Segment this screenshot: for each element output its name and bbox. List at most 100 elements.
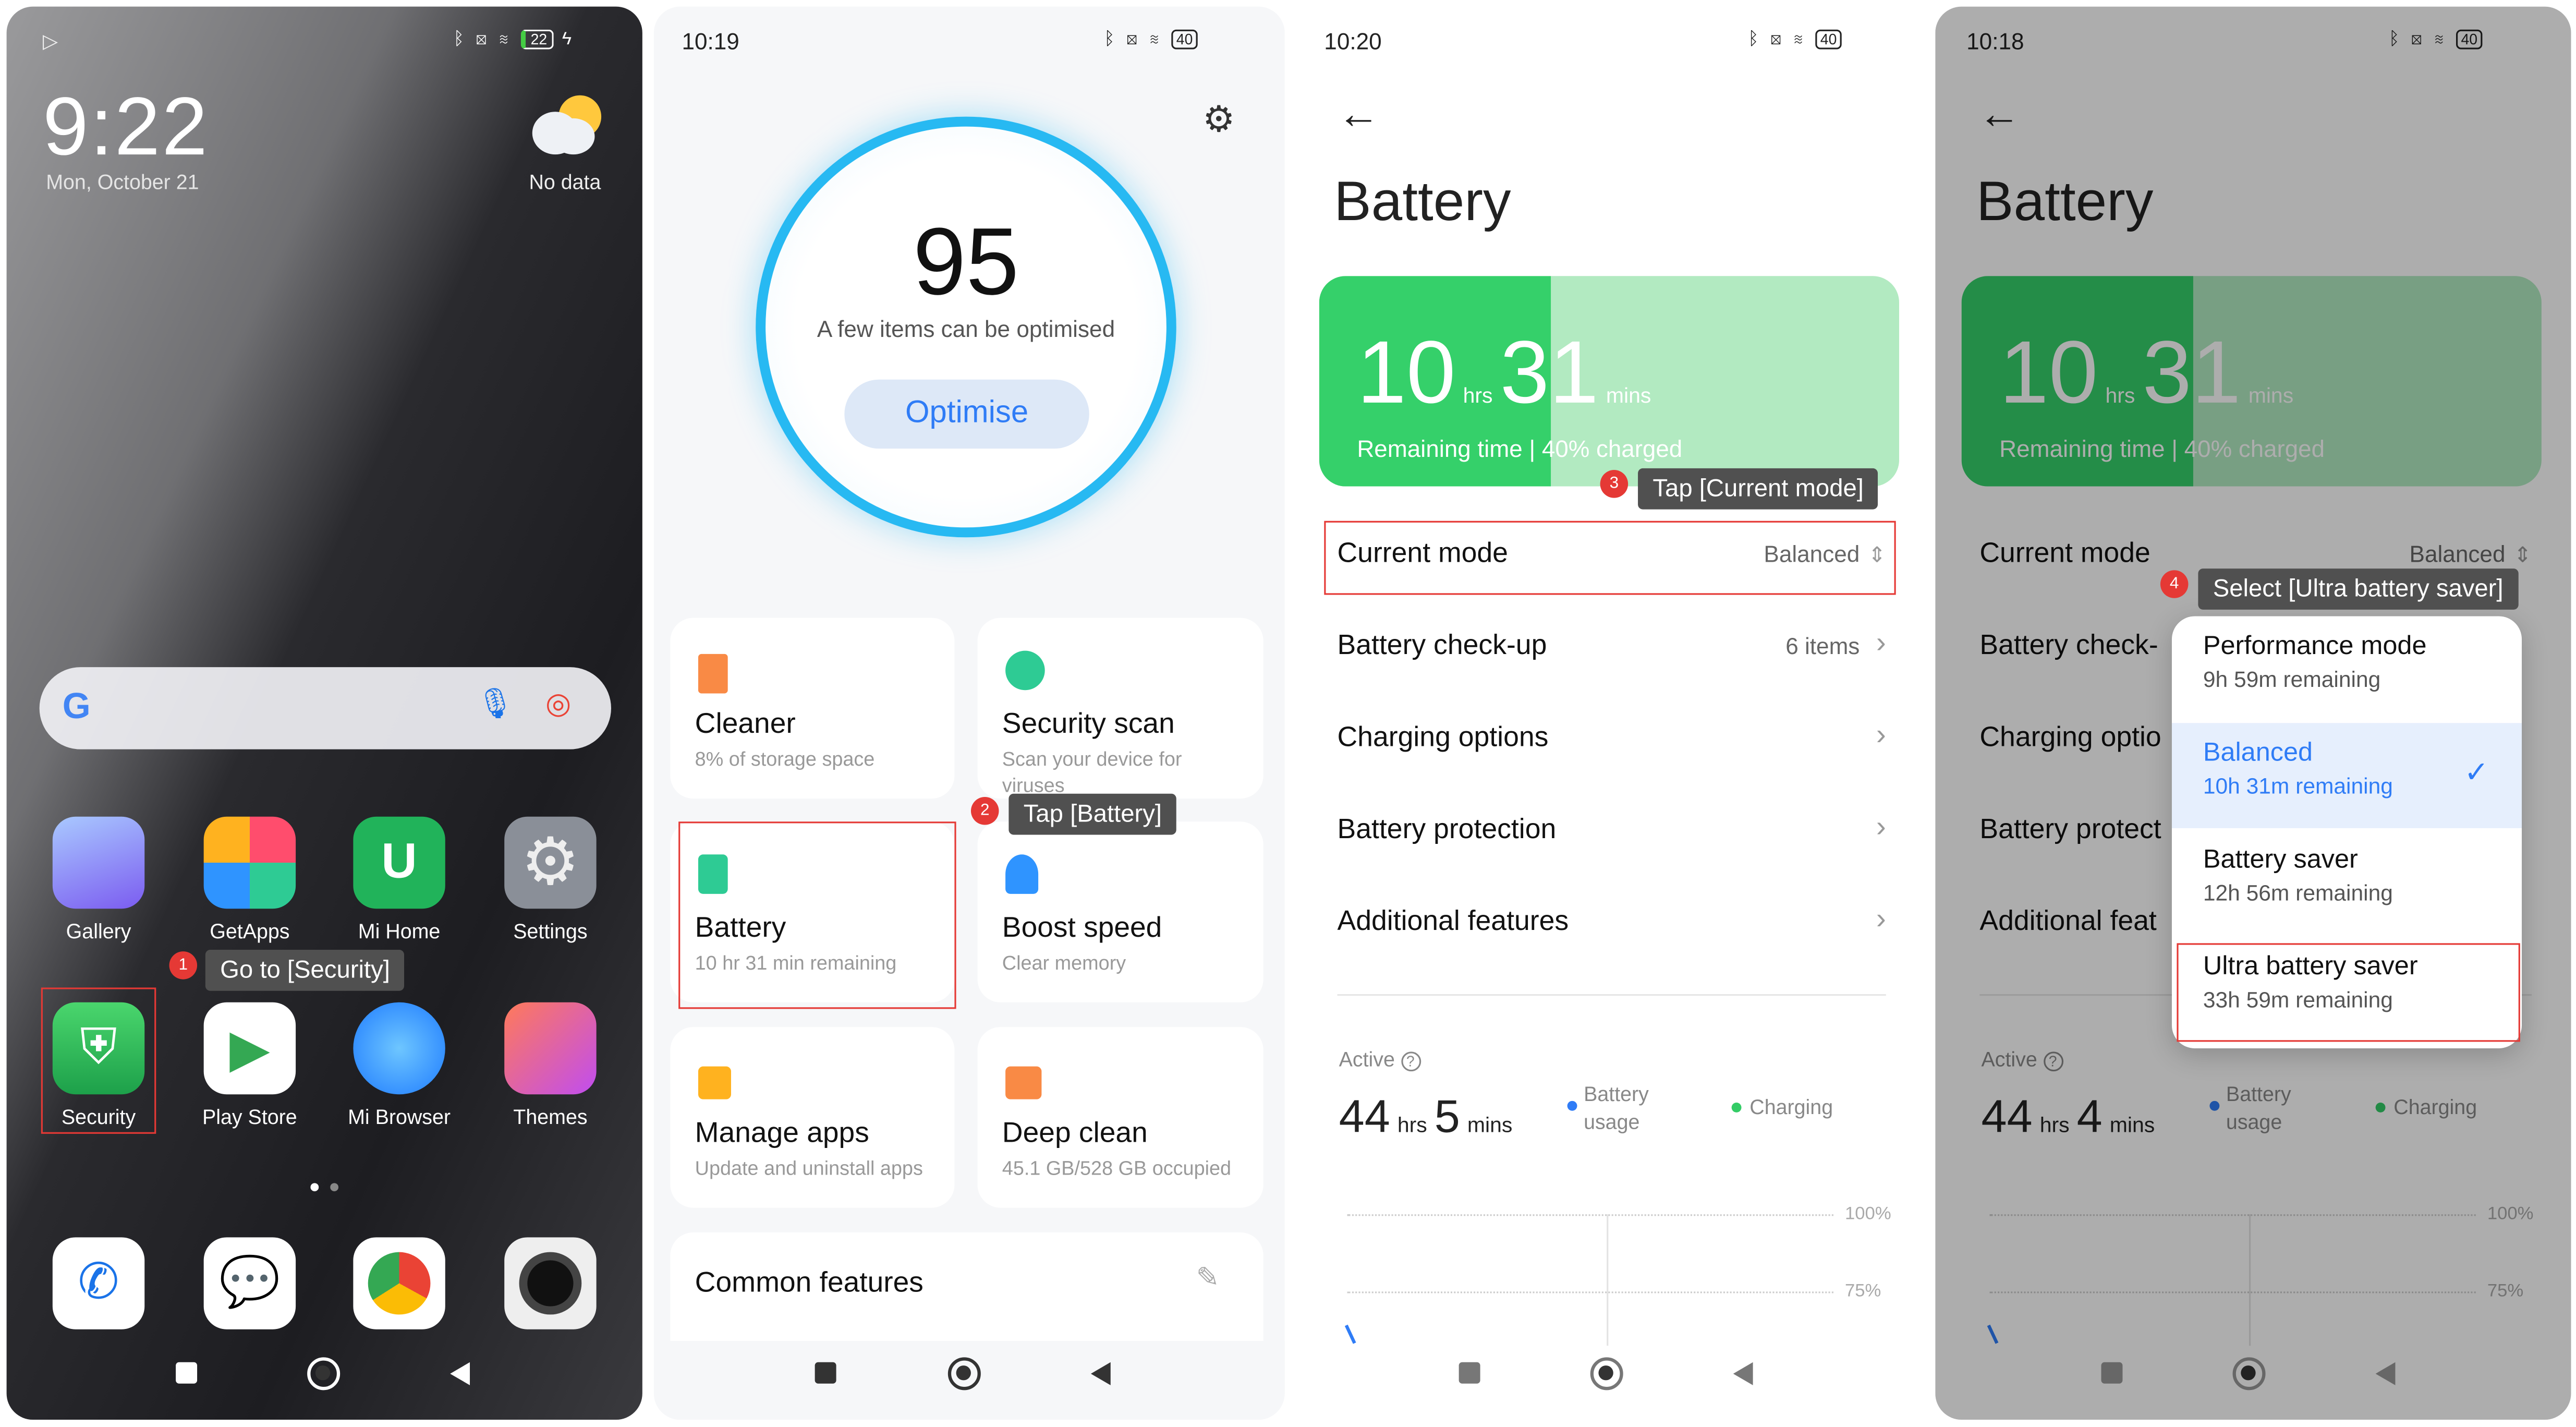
remaining-time: 10 hrs 31 mins <box>1999 323 2294 422</box>
legend-dot <box>1731 1102 1742 1112</box>
chevron-right-icon: › <box>1876 902 1886 935</box>
recents-button[interactable] <box>2101 1362 2123 1384</box>
app-settings[interactable]: ⚙ Settings <box>477 816 625 943</box>
battery-icon: 40 <box>1171 29 1198 50</box>
step-badge: 3 <box>1600 470 1629 498</box>
row-label: Additional features <box>1337 905 1569 937</box>
chevron-right-icon: › <box>1876 718 1886 751</box>
card-subtitle: 8% of storage space <box>695 747 875 771</box>
row-additional-features[interactable]: Additional features › <box>1337 902 1886 955</box>
app-mi-home[interactable]: U Mi Home <box>325 816 473 944</box>
google-lens-icon[interactable]: ◎ <box>545 686 572 720</box>
weather-status: No data <box>529 171 601 194</box>
navigation-bar <box>1298 1357 1925 1390</box>
hours-value: 10 <box>1357 323 1456 422</box>
security-shield-icon: ⛨ <box>52 1002 145 1095</box>
card-deep-clean[interactable]: Deep clean 45.1 GB/528 GB occupied <box>977 1027 1263 1208</box>
card-cleaner[interactable]: Cleaner 8% of storage space <box>670 618 955 799</box>
row-label: Current mode <box>1337 537 1508 569</box>
row-battery-check-up[interactable]: Battery check- <box>1979 630 2532 679</box>
row-battery-protection[interactable]: Battery protect <box>1979 813 2532 863</box>
page-indicator[interactable] <box>330 1183 339 1192</box>
highlight-current-mode <box>1324 521 1896 595</box>
card-subtitle: Clear memory <box>1002 951 1126 975</box>
mode-option-balanced[interactable]: Balanced 10h 31m remaining ✓ <box>2171 723 2522 828</box>
row-label: Battery protect <box>1979 813 2161 845</box>
chevron-right-icon: › <box>1876 810 1886 843</box>
app-security[interactable]: ⛨ Security <box>25 1002 173 1129</box>
weather-cloud-sun-icon[interactable] <box>529 95 604 161</box>
mode-option-battery-saver[interactable]: Battery saver 12h 56m remaining <box>2203 846 2393 905</box>
row-battery-protection[interactable]: Battery protection › <box>1337 810 1886 863</box>
microphone-icon[interactable]: 🎙 <box>476 686 514 720</box>
row-charging-options[interactable]: Charging optio <box>1979 721 2532 771</box>
remaining-caption: Remaining time | 40% charged <box>1357 437 1683 464</box>
app-label: Gallery <box>66 920 131 944</box>
app-play-store[interactable]: ▶ Play Store <box>176 1002 324 1129</box>
legend-charging: Charging <box>1731 1096 1833 1119</box>
row-label: Current mode <box>1979 537 2150 569</box>
active-label: Active ? <box>1339 1048 1420 1072</box>
settings-gear-icon: ⚙ <box>504 816 597 909</box>
card-subtitle: 10 hr 31 min remaining <box>695 951 897 975</box>
dock-messages[interactable]: 💬 <box>176 1237 324 1329</box>
card-battery[interactable]: Battery 10 hr 31 min remaining <box>670 821 955 1002</box>
navigation-bar <box>7 1357 642 1390</box>
mode-option-performance[interactable]: Performance mode 9h 59m remaining <box>2203 632 2427 692</box>
battery-icon: 40 <box>1815 29 1842 50</box>
row-battery-check-up[interactable]: Battery check-up 6 items › <box>1338 626 1886 679</box>
help-icon[interactable]: ? <box>1400 1051 1420 1072</box>
home-button[interactable] <box>2232 1357 2266 1390</box>
back-button[interactable] <box>1090 1362 1111 1385</box>
row-label: Battery protection <box>1337 813 1557 845</box>
battery-icon <box>698 854 728 894</box>
app-getapps[interactable]: GetApps <box>176 816 324 943</box>
app-mi-browser[interactable]: Mi Browser <box>325 1002 473 1129</box>
optimise-button[interactable]: Optimise <box>844 379 1089 449</box>
row-current-mode[interactable]: Current mode Balanced ⇕ <box>1979 537 2532 587</box>
camera-icon <box>504 1237 597 1329</box>
settings-gear-icon[interactable]: ⚙ <box>1202 99 1235 140</box>
clock[interactable]: 9:22 <box>42 80 210 173</box>
getapps-icon <box>203 816 296 909</box>
home-button[interactable] <box>1590 1357 1623 1390</box>
security-app-screen: 10:19 ᛒ ⊠ ≋ 40 ⚙ 95 A few items can be o… <box>653 6 1285 1420</box>
status-time: 10:18 <box>1966 28 2024 54</box>
app-label: Play Store <box>202 1106 297 1129</box>
dock-camera[interactable] <box>477 1237 625 1329</box>
mode-option-ultra-battery-saver[interactable]: Ultra battery saver 33h 59m remaining <box>2203 953 2418 1012</box>
app-gallery[interactable]: Gallery <box>25 816 173 944</box>
edit-icon[interactable]: ✎ <box>1196 1262 1220 1293</box>
dock-phone[interactable]: ✆ <box>25 1237 173 1329</box>
row-additional-features[interactable]: Additional feat <box>1979 905 2532 955</box>
google-logo-icon: G <box>62 685 91 727</box>
row-charging-options[interactable]: Charging options › <box>1338 718 1886 771</box>
page-indicator-active[interactable] <box>310 1183 319 1192</box>
card-title: Boost speed <box>1002 910 1162 944</box>
home-button[interactable] <box>947 1357 981 1390</box>
google-search-bar[interactable]: G 🎙 ◎ <box>39 667 611 749</box>
recents-button[interactable] <box>1459 1362 1480 1384</box>
back-arrow-icon[interactable]: ← <box>1337 89 1380 138</box>
status-icons: ᛒ ⊠ ≋ 22 ϟ <box>454 29 575 50</box>
back-button[interactable] <box>1733 1362 1753 1385</box>
home-button[interactable] <box>307 1357 341 1390</box>
card-manage-apps[interactable]: Manage apps Update and uninstall apps <box>670 1027 955 1208</box>
deep-clean-icon <box>1005 1066 1042 1099</box>
app-label: Mi Home <box>358 920 441 944</box>
dock-chrome[interactable] <box>325 1237 473 1329</box>
back-button[interactable] <box>2375 1362 2396 1385</box>
back-arrow-icon[interactable]: ← <box>1978 89 2021 138</box>
recents-button[interactable] <box>815 1362 836 1384</box>
app-themes[interactable]: Themes <box>477 1002 625 1129</box>
row-value: Balanced <box>1764 540 1860 567</box>
recents-button[interactable] <box>176 1362 198 1384</box>
card-boost-speed[interactable]: Boost speed Clear memory <box>977 821 1263 1002</box>
back-button[interactable] <box>450 1362 470 1385</box>
row-current-mode[interactable]: Current mode Balanced ⇕ <box>1338 537 1886 587</box>
help-icon[interactable]: ? <box>2043 1051 2063 1072</box>
battery-screen: 10:20 ᛒ ⊠ ≋ 40 ← Battery 10 hrs 31 mins … <box>1297 6 1926 1420</box>
y-tick-100: 100% <box>1845 1204 1891 1225</box>
card-security-scan[interactable]: Security scan Scan your device for viruse… <box>977 618 1263 799</box>
sim-off-icon: ⊠ <box>1126 29 1141 50</box>
